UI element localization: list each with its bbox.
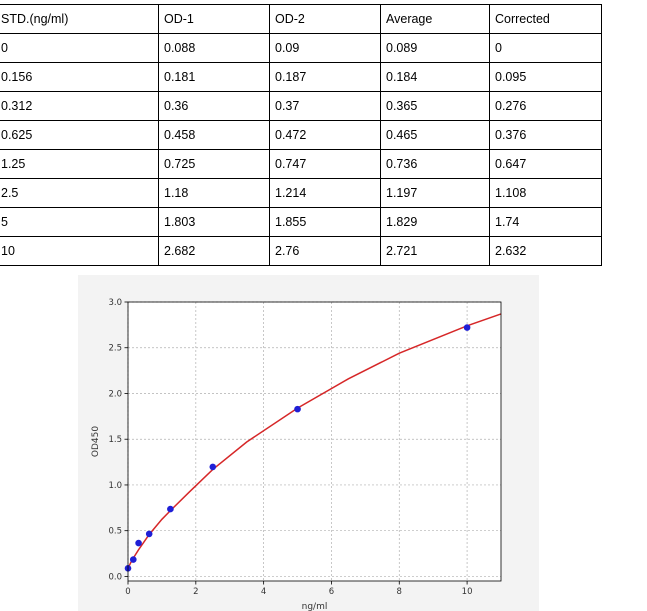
x-tick-label: 0 — [125, 587, 130, 597]
table-row: 2.5 1.18 1.214 1.197 1.108 — [0, 178, 602, 208]
table-cell: 0.36 — [158, 91, 270, 121]
table-cell: 2.632 — [489, 236, 602, 266]
table-body: 0 0.088 0.09 0.089 0 0.156 0.181 0.187 0.184 0.09… — [0, 33, 602, 266]
table-row: 0.156 0.181 0.187 0.184 0.095 — [0, 62, 602, 92]
fit-curve-line — [127, 313, 502, 569]
table-cell: 0.736 — [380, 149, 490, 179]
table-row: 5 1.803 1.855 1.829 1.74 — [0, 207, 602, 237]
table-cell: 0.458 — [158, 120, 270, 150]
table-cell: 1.108 — [489, 178, 602, 208]
table-cell: 0.465 — [380, 120, 490, 150]
table-row: 0 0.088 0.09 0.089 0 — [0, 33, 602, 63]
table-cell: 0.276 — [489, 91, 602, 121]
table-cell: 5 — [0, 207, 159, 237]
column-header: OD-2 — [269, 4, 381, 34]
table-cell: 0.472 — [269, 120, 381, 150]
y-tick-label: 0.5 — [108, 527, 122, 537]
data-point — [294, 405, 301, 413]
column-header: Corrected — [489, 4, 602, 34]
table-cell: 1.214 — [269, 178, 381, 208]
table-cell: 0.625 — [0, 120, 159, 150]
table-cell: 0.156 — [0, 62, 159, 92]
data-point — [145, 530, 153, 538]
table-cell: 0.088 — [158, 33, 270, 63]
table-row: 1.25 0.725 0.747 0.736 0.647 — [0, 149, 602, 179]
chart-svg: 0 2 4 6 8 10 0.0 0.5 1.0 1.5 2.0 2.5 3.0 ng/ml OD450 — [91, 298, 502, 611]
x-tick-label: 8 — [397, 587, 402, 597]
y-tick-label: 1.5 — [108, 435, 122, 445]
x-axis-title: ng/ml — [302, 602, 328, 611]
data-point — [167, 505, 174, 513]
table-row: 0.625 0.458 0.472 0.465 0.376 — [0, 120, 602, 150]
table-cell: 0 — [0, 33, 159, 63]
y-tick-label: 1.0 — [108, 481, 122, 491]
table-cell: 0.747 — [269, 149, 381, 179]
table-cell: 0.37 — [269, 91, 381, 121]
table-cell: 0.089 — [380, 33, 490, 63]
table-cell: 0.725 — [158, 149, 270, 179]
table-cell: 0.095 — [489, 62, 602, 92]
standard-curve-chart: 0 2 4 6 8 10 0.0 0.5 1.0 1.5 2.0 2.5 3.0 ng/ml OD450 — [78, 275, 539, 611]
table-cell: 0.647 — [489, 149, 602, 179]
table-cell: 1.855 — [269, 207, 381, 237]
table-cell: 0.376 — [489, 120, 602, 150]
x-tick-label: 2 — [193, 587, 198, 597]
table-cell: 1.25 — [0, 149, 159, 179]
data-point — [129, 556, 137, 563]
y-tick-label: 3.0 — [108, 298, 122, 308]
x-tick-label: 6 — [329, 587, 334, 597]
table-header-row: STD.(ng/ml) OD-1 OD-2 Average Corrected — [0, 4, 602, 34]
x-tick-label: 10 — [462, 587, 473, 597]
table-cell: 1.18 — [158, 178, 270, 208]
data-point — [135, 539, 142, 547]
column-header: Average — [380, 4, 490, 34]
table-cell: 2.5 — [0, 178, 159, 208]
table-cell: 2.721 — [380, 236, 490, 266]
table-cell: 2.76 — [269, 236, 381, 266]
y-axis-title: OD450 — [91, 426, 101, 457]
y-tick-label: 0.0 — [108, 572, 122, 582]
y-tick-label: 2.0 — [108, 389, 122, 399]
table-cell: 1.197 — [380, 178, 490, 208]
column-header: OD-1 — [158, 4, 270, 34]
standards-table: STD.(ng/ml) OD-1 OD-2 Average Corrected 0 0.0… — [0, 4, 602, 266]
data-point — [209, 463, 217, 471]
table-cell: 0.365 — [380, 91, 490, 121]
table-row: 10 2.682 2.76 2.721 2.632 — [0, 236, 602, 266]
table-cell: 0.181 — [158, 62, 270, 92]
table-cell: 1.803 — [158, 207, 270, 237]
table-cell: 0.187 — [269, 62, 381, 92]
table-cell: 2.682 — [158, 236, 270, 266]
table-cell: 0 — [489, 33, 602, 63]
plot-area — [128, 302, 501, 581]
x-tick-label: 4 — [261, 587, 266, 597]
table-row: 0.312 0.36 0.37 0.365 0.276 — [0, 91, 602, 121]
table-cell: 10 — [0, 236, 159, 266]
table-cell: 0.09 — [269, 33, 381, 63]
table-cell: 0.312 — [0, 91, 159, 121]
table-cell: 0.184 — [380, 62, 490, 92]
data-point — [463, 324, 471, 331]
column-header: STD.(ng/ml) — [0, 4, 159, 34]
plot-frame — [127, 301, 502, 582]
y-tick-label: 2.5 — [108, 344, 122, 354]
table-cell: 1.829 — [380, 207, 490, 237]
table-cell: 1.74 — [489, 207, 602, 237]
